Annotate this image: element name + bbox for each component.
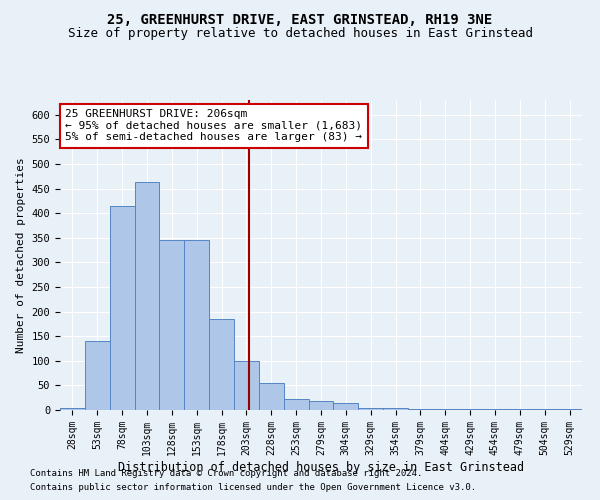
Bar bbox=[308, 401, 334, 410]
Bar bbox=[85, 341, 110, 410]
Text: Contains HM Land Registry data © Crown copyright and database right 2024.: Contains HM Land Registry data © Crown c… bbox=[30, 468, 422, 477]
Bar bbox=[383, 408, 408, 410]
Text: Size of property relative to detached houses in East Grinstead: Size of property relative to detached ho… bbox=[67, 28, 533, 40]
Bar bbox=[234, 361, 259, 410]
Bar bbox=[160, 240, 184, 410]
Bar bbox=[458, 408, 482, 410]
Y-axis label: Number of detached properties: Number of detached properties bbox=[16, 157, 26, 353]
Bar bbox=[433, 408, 458, 410]
Bar bbox=[334, 402, 358, 410]
Bar bbox=[60, 408, 85, 410]
Bar bbox=[259, 383, 284, 410]
Text: 25 GREENHURST DRIVE: 206sqm
← 95% of detached houses are smaller (1,683)
5% of s: 25 GREENHURST DRIVE: 206sqm ← 95% of det… bbox=[65, 110, 362, 142]
X-axis label: Distribution of detached houses by size in East Grinstead: Distribution of detached houses by size … bbox=[118, 460, 524, 473]
Bar bbox=[110, 206, 134, 410]
Text: 25, GREENHURST DRIVE, EAST GRINSTEAD, RH19 3NE: 25, GREENHURST DRIVE, EAST GRINSTEAD, RH… bbox=[107, 12, 493, 26]
Bar bbox=[408, 408, 433, 410]
Bar bbox=[482, 408, 508, 410]
Bar bbox=[358, 408, 383, 410]
Bar bbox=[508, 408, 532, 410]
Bar bbox=[532, 408, 557, 410]
Bar bbox=[557, 408, 582, 410]
Text: Contains public sector information licensed under the Open Government Licence v3: Contains public sector information licen… bbox=[30, 484, 476, 492]
Bar bbox=[134, 182, 160, 410]
Bar bbox=[284, 399, 308, 410]
Bar bbox=[184, 240, 209, 410]
Bar bbox=[209, 319, 234, 410]
